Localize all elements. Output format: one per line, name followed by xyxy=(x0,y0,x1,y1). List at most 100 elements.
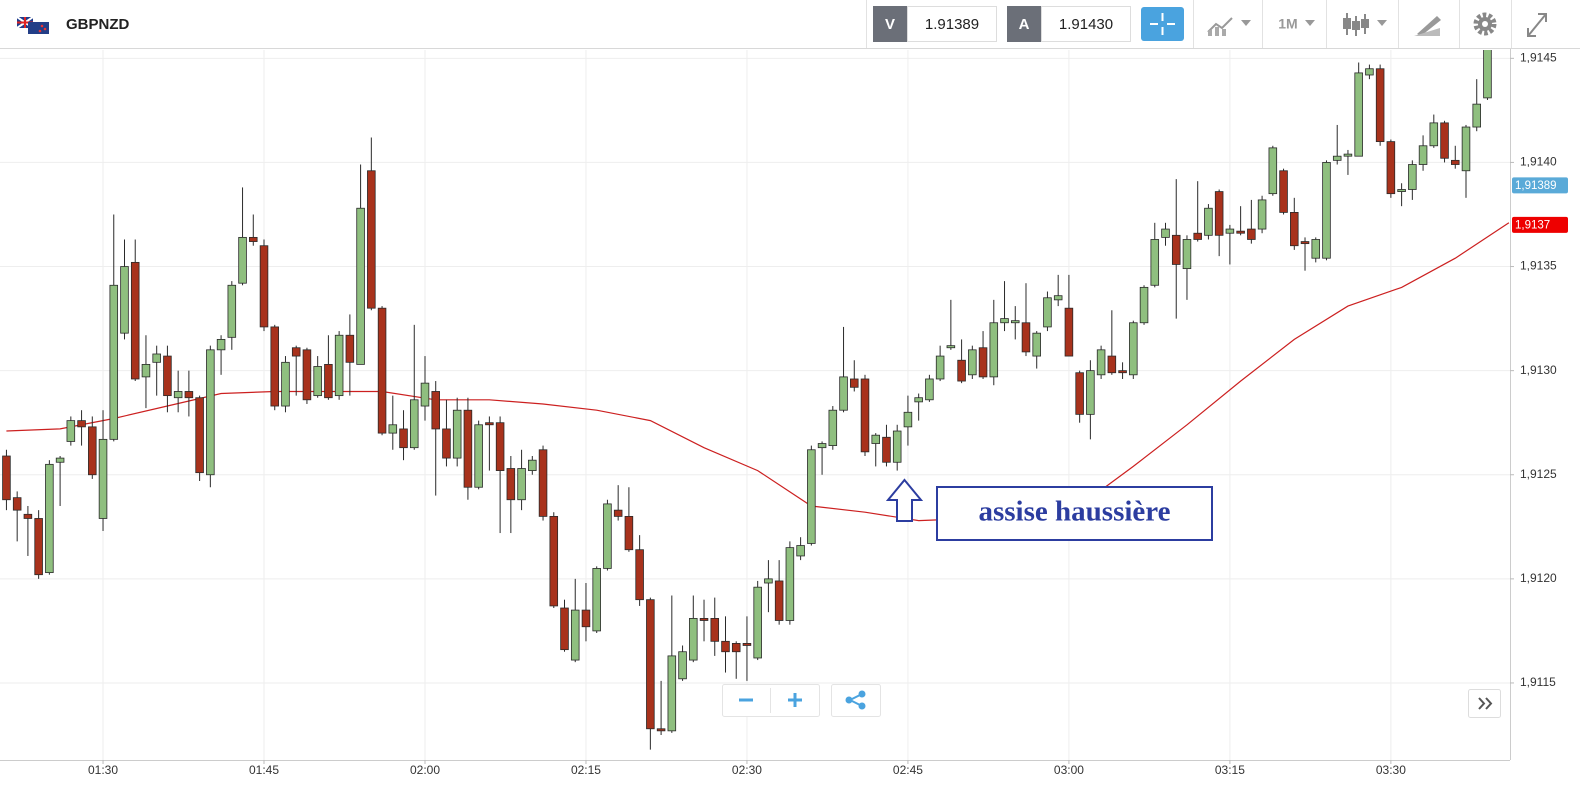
candle-body xyxy=(603,503,612,569)
candle-body xyxy=(302,349,312,401)
timeframe-button[interactable]: 1M xyxy=(1278,16,1315,32)
symbol: GBPNZD xyxy=(66,16,130,33)
fullscreen-button[interactable] xyxy=(1527,13,1547,37)
candle-body xyxy=(731,643,741,653)
ask-button[interactable] xyxy=(1007,6,1041,42)
candle-body xyxy=(1440,122,1449,159)
candle-body xyxy=(1171,234,1181,265)
candle-body xyxy=(871,434,880,444)
ask-value: 1.91430 xyxy=(1059,16,1113,33)
candle-body xyxy=(828,409,838,447)
indicator-button[interactable] xyxy=(1207,17,1251,36)
candle-body xyxy=(528,459,537,471)
candle-body xyxy=(968,349,977,376)
candle-body xyxy=(978,347,988,378)
crosshair-button[interactable] xyxy=(1141,7,1184,41)
candle-body xyxy=(1279,170,1288,213)
bid-value: 1.91389 xyxy=(925,16,979,33)
y-tick-label: 1,9120 xyxy=(1520,571,1557,585)
candle-body xyxy=(892,430,902,463)
candle-body xyxy=(570,609,580,661)
annotation-box xyxy=(936,486,1213,541)
x-tick-label: 02:30 xyxy=(732,763,762,777)
candle-body xyxy=(1107,355,1117,374)
candle-body xyxy=(506,468,516,501)
candle-body xyxy=(914,397,923,403)
candle-body xyxy=(270,326,280,407)
scroll-right-button[interactable] xyxy=(1468,689,1501,718)
annotation: assise haussière xyxy=(885,478,1213,541)
candle-body xyxy=(2,455,11,501)
bid-box xyxy=(907,6,997,42)
candle-body xyxy=(1193,232,1202,240)
candle-body xyxy=(1161,228,1170,238)
candle-body xyxy=(721,640,730,653)
candle-body xyxy=(109,284,119,440)
candle-body xyxy=(1322,162,1331,259)
last-price-label: 1,91389 xyxy=(1515,180,1557,192)
y-tick-label: 1,9125 xyxy=(1520,467,1557,481)
candle-body xyxy=(463,409,473,488)
candle-body xyxy=(699,618,709,621)
candle-body xyxy=(324,363,333,399)
candle-body xyxy=(1236,230,1245,234)
candle-body xyxy=(1000,318,1009,324)
candle-body xyxy=(23,513,33,519)
candle-body xyxy=(689,618,698,661)
share-button[interactable] xyxy=(845,690,866,710)
x-tick-label: 03:00 xyxy=(1054,763,1084,777)
candle-body xyxy=(656,728,666,732)
x-tick-label: 02:15 xyxy=(571,763,601,777)
candle-body xyxy=(1129,322,1138,376)
candle-body xyxy=(1139,286,1149,324)
candle-body xyxy=(334,334,344,397)
zoom-in[interactable] xyxy=(788,693,802,707)
candle-body xyxy=(1429,122,1439,147)
candle-body xyxy=(173,391,183,399)
bid-label: V xyxy=(885,16,895,33)
candle-body xyxy=(420,382,430,407)
candle-body xyxy=(1214,191,1224,236)
candle-body xyxy=(560,607,569,651)
candle-body xyxy=(1461,126,1471,172)
candle-body xyxy=(259,245,269,328)
candle-body xyxy=(195,397,204,474)
candle-body xyxy=(1472,103,1481,128)
x-tick-label: 01:30 xyxy=(88,763,118,777)
candle-body xyxy=(710,618,720,642)
candle-body xyxy=(1451,159,1460,165)
candle-body xyxy=(55,457,65,463)
share-box xyxy=(831,684,881,717)
candle-body xyxy=(1397,189,1406,192)
candle-body xyxy=(66,420,76,442)
bid-button[interactable] xyxy=(873,6,907,42)
candle-body xyxy=(1043,297,1052,328)
draw-button[interactable] xyxy=(1414,16,1441,36)
candle-body xyxy=(152,353,161,363)
chart-type-button[interactable] xyxy=(1343,13,1387,36)
ask-label: A xyxy=(1019,16,1030,33)
candle-body xyxy=(313,366,322,397)
candle-body xyxy=(367,170,376,309)
annotation-arrow xyxy=(885,478,924,522)
candle-body xyxy=(216,339,226,351)
flag-icon xyxy=(16,16,49,34)
candle-body xyxy=(281,361,290,407)
candle-body xyxy=(474,424,483,488)
candle-body xyxy=(1182,239,1192,270)
candle-body xyxy=(935,355,945,380)
candle-body xyxy=(807,449,816,544)
candle-body xyxy=(345,334,355,363)
x-tick-label: 02:00 xyxy=(410,763,440,777)
candle-body xyxy=(796,545,805,557)
candle-body xyxy=(1225,228,1235,234)
candle-body xyxy=(764,578,773,584)
settings-button[interactable] xyxy=(1473,12,1497,36)
candle-body xyxy=(903,411,913,428)
x-tick-label: 01:45 xyxy=(249,763,279,777)
annotation-text: assise haussière xyxy=(978,496,1170,528)
toolbar: GBPNZD V 1.91389 A 1.91430 1M xyxy=(0,0,1580,49)
axes: 1,9115 1,9120 1,9125 1,9130 1,9135 1,9140 1,91… xyxy=(88,51,1568,777)
candle-body xyxy=(485,422,494,426)
